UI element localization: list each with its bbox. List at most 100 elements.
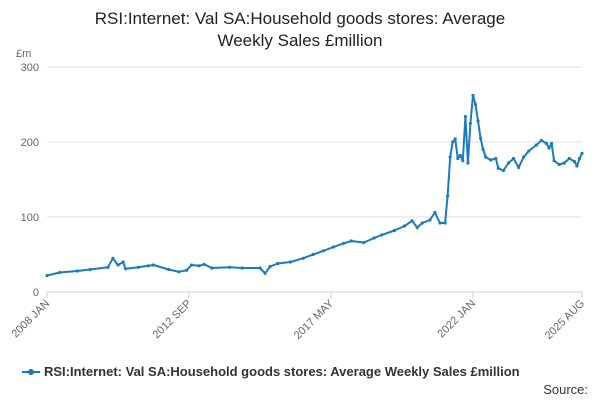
data-point: [484, 155, 488, 159]
x-tick-label: 2022 JAN: [435, 298, 478, 341]
data-point: [451, 140, 455, 144]
data-point: [458, 153, 462, 158]
data-point: [184, 268, 189, 272]
data-point: [415, 225, 419, 230]
data-point: [438, 221, 442, 225]
series-points: [45, 93, 584, 278]
data-point: [146, 264, 150, 268]
data-point: [453, 137, 457, 141]
data-point: [511, 156, 516, 161]
data-point: [534, 143, 539, 147]
y-axis-ticks: 0 100 200 300: [21, 62, 39, 299]
data-point: [443, 221, 447, 225]
legend-dot-icon: [28, 368, 34, 375]
data-point: [177, 270, 181, 274]
data-point: [240, 266, 244, 270]
x-tick-label: 2008 JAN: [9, 298, 52, 341]
data-point: [124, 267, 128, 271]
data-point: [557, 162, 561, 167]
source-label: Source:: [543, 382, 588, 397]
data-point: [544, 141, 549, 146]
data-point: [461, 159, 465, 163]
data-point: [121, 260, 125, 264]
data-point: [349, 239, 353, 243]
data-point: [550, 141, 554, 146]
gridlines: [47, 66, 582, 293]
data-point: [189, 263, 194, 267]
data-point: [456, 156, 460, 161]
x-tick-label: 2017 MAY: [292, 297, 337, 342]
legend-label: RSI:Internet: Val SA:Household goods sto…: [44, 364, 520, 379]
data-point: [392, 228, 396, 233]
data-point: [547, 146, 551, 150]
data-point: [116, 263, 120, 267]
chart-title: RSI:Internet: Val SA:Household goods sto…: [0, 8, 600, 52]
data-point: [136, 265, 140, 269]
data-point: [106, 265, 110, 269]
y-tick-label: 200: [21, 137, 39, 149]
data-point: [45, 273, 49, 278]
data-point: [501, 168, 505, 173]
y-tick-label: 0: [33, 287, 39, 299]
data-point: [448, 155, 452, 159]
data-point: [210, 266, 214, 270]
data-point: [479, 136, 483, 140]
data-point: [567, 156, 571, 161]
data-point: [463, 114, 467, 119]
data-point: [167, 267, 171, 272]
data-point: [311, 252, 315, 257]
chart-legend[interactable]: RSI:Internet: Val SA:Household goods sto…: [22, 364, 520, 379]
data-point: [428, 218, 432, 222]
data-point: [402, 224, 407, 228]
data-point: [527, 149, 531, 153]
data-point: [288, 260, 292, 264]
x-tick-label: 2012 SEP: [151, 298, 195, 342]
data-point: [228, 265, 232, 269]
data-point: [517, 165, 521, 170]
data-point: [268, 264, 272, 269]
data-point: [577, 156, 582, 161]
data-point: [481, 147, 485, 152]
series-line: [46, 94, 583, 277]
data-point: [476, 119, 480, 123]
data-point: [489, 158, 493, 162]
data-point: [552, 159, 556, 163]
data-point: [75, 269, 79, 273]
data-point: [580, 151, 584, 155]
data-point: [522, 155, 526, 159]
data-point: [331, 245, 336, 249]
y-tick-label: 100: [21, 212, 39, 224]
data-point: [466, 161, 470, 165]
data-point: [539, 138, 544, 143]
data-point: [506, 161, 511, 165]
data-point: [58, 270, 62, 275]
data-point: [433, 210, 437, 215]
data-point: [321, 249, 325, 253]
data-point: [362, 240, 366, 245]
data-point: [342, 241, 346, 245]
data-point: [494, 156, 498, 161]
data-point: [575, 164, 579, 168]
data-point: [410, 219, 414, 223]
data-point: [258, 266, 262, 270]
data-point: [263, 271, 267, 275]
data-point: [151, 263, 156, 267]
data-point: [380, 233, 384, 237]
data-point: [111, 256, 115, 260]
data-point: [496, 166, 500, 170]
data-point: [468, 121, 472, 125]
chart-title-line-2: Weekly Sales £million: [217, 31, 383, 50]
data-point: [372, 236, 376, 240]
data-point: [202, 262, 206, 266]
data-point: [473, 102, 478, 107]
y-axis-label: £m: [16, 48, 31, 60]
data-point: [446, 194, 450, 198]
data-point: [471, 93, 475, 98]
chart-title-line-1: RSI:Internet: Val SA:Household goods sto…: [94, 9, 506, 28]
legend-swatch-icon: [22, 366, 40, 378]
data-point: [88, 267, 92, 272]
x-tick-label: 2025 AUG: [543, 298, 587, 342]
data-point: [420, 221, 424, 225]
data-point: [572, 159, 577, 164]
